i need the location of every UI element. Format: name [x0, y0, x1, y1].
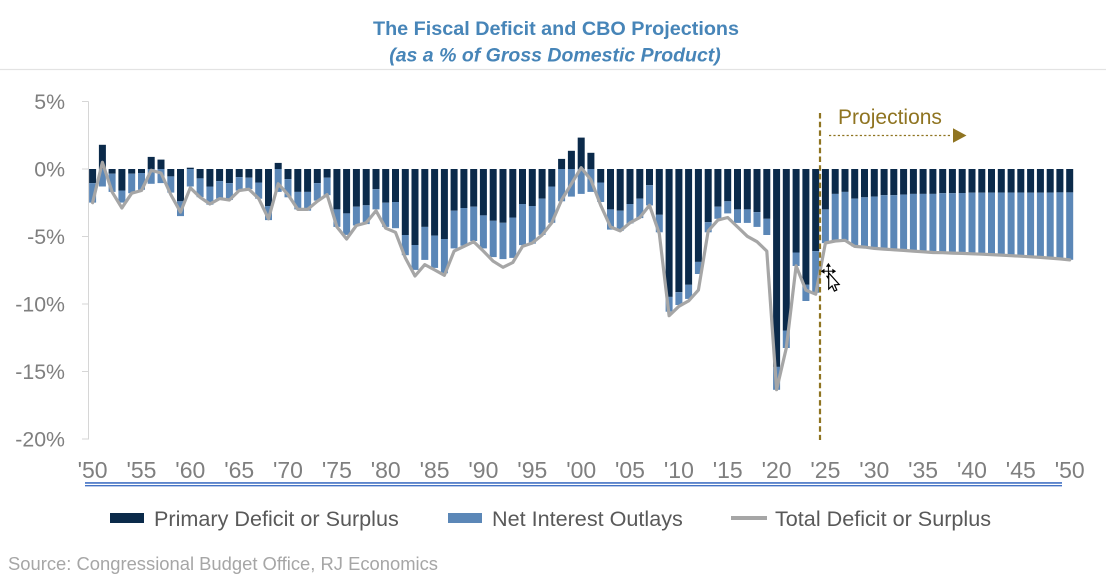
svg-text:'60: '60	[175, 457, 205, 483]
svg-text:'50: '50	[78, 457, 108, 483]
svg-text:'55: '55	[127, 457, 157, 483]
svg-text:Projections: Projections	[838, 106, 942, 129]
svg-text:'85: '85	[420, 457, 450, 483]
svg-text:-20%: -20%	[15, 428, 65, 452]
svg-text:'15: '15	[713, 457, 743, 483]
svg-text:'80: '80	[371, 457, 401, 483]
svg-text:0%: 0%	[34, 158, 65, 182]
svg-text:-15%: -15%	[15, 360, 65, 384]
svg-text:5%: 5%	[34, 90, 65, 114]
svg-text:'65: '65	[224, 457, 254, 483]
svg-text:'40: '40	[957, 457, 987, 483]
svg-text:'90: '90	[468, 457, 498, 483]
svg-text:'00: '00	[566, 457, 596, 483]
svg-text:-10%: -10%	[15, 293, 65, 317]
svg-text:'50: '50	[1055, 457, 1085, 483]
svg-text:'05: '05	[615, 457, 645, 483]
svg-text:'45: '45	[1006, 457, 1036, 483]
svg-text:(as a % of Gross Domestic Prod: (as a % of Gross Domestic Product)	[389, 45, 721, 67]
svg-text:'25: '25	[810, 457, 840, 483]
svg-text:'95: '95	[517, 457, 547, 483]
svg-text:'20: '20	[762, 457, 792, 483]
svg-text:The Fiscal Deficit and CBO Pro: The Fiscal Deficit and CBO Projections	[373, 18, 739, 40]
svg-text:Primary Deficit or Surplus: Primary Deficit or Surplus	[154, 506, 399, 531]
svg-text:Total Deficit or Surplus: Total Deficit or Surplus	[775, 506, 991, 531]
svg-text:'35: '35	[908, 457, 938, 483]
svg-text:-5%: -5%	[27, 225, 65, 249]
svg-text:Source: Congressional Budget O: Source: Congressional Budget Office, RJ …	[8, 553, 438, 574]
svg-text:'70: '70	[273, 457, 303, 483]
svg-text:'10: '10	[664, 457, 694, 483]
svg-text:Net Interest Outlays: Net Interest Outlays	[492, 506, 683, 531]
svg-text:'30: '30	[859, 457, 889, 483]
svg-text:'75: '75	[322, 457, 352, 483]
